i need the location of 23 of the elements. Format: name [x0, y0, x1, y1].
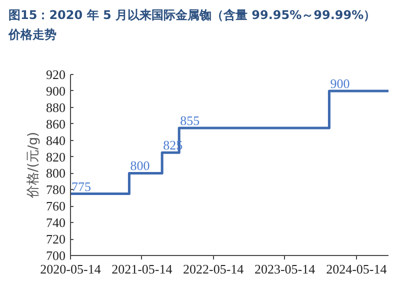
x-tick-label: 2021-05-14	[112, 262, 173, 276]
y-axis-title: 价格/(元/g)	[26, 132, 41, 200]
data-label: 900	[330, 76, 350, 91]
y-tick-label: 740	[46, 215, 66, 230]
y-tick-label: 900	[46, 83, 66, 98]
x-tick-label: 2020-05-14	[40, 262, 102, 276]
y-tick-label: 920	[46, 67, 66, 82]
y-tick-label: 860	[46, 116, 66, 132]
y-tick-label: 820	[46, 149, 66, 164]
y-tick-label: 880	[46, 100, 66, 115]
y-tick-label: 800	[46, 166, 66, 181]
y-tick-label: 700	[46, 248, 66, 263]
y-tick-label: 760	[46, 198, 66, 214]
x-tick-label: 2022-05-14	[183, 262, 244, 276]
x-tick-label: 2023-05-14	[254, 262, 316, 276]
y-tick-label: 720	[46, 232, 66, 247]
y-tick-label: 840	[46, 132, 66, 148]
data-label: 855	[180, 112, 200, 128]
chart-title: 图15：2020 年 5 月以来国际金属铷（含量 99.95%～99.99%）价格走势	[8, 8, 376, 42]
data-label: 800	[130, 158, 150, 174]
x-tick-label: 2024-05-14	[326, 262, 388, 276]
y-tick-label: 780	[46, 182, 66, 198]
data-label: 775	[72, 178, 91, 194]
